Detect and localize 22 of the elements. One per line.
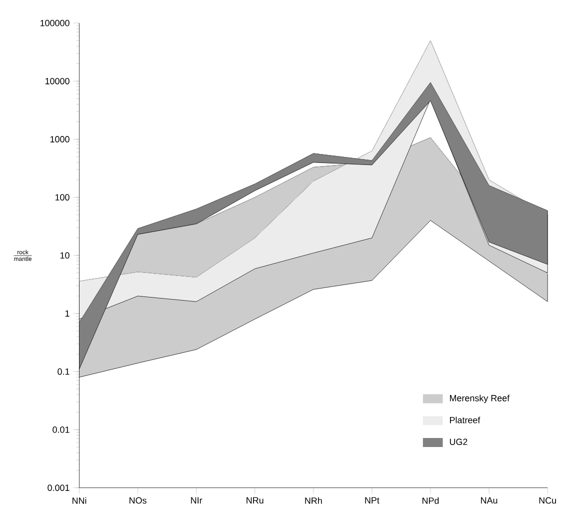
- y-tick-label: 0.001: [48, 484, 70, 491]
- legend-label: UG2: [450, 438, 468, 445]
- x-tick-label: NRh: [305, 497, 322, 504]
- y-tick-label: 100: [55, 194, 70, 200]
- x-tick-label: NPd: [422, 497, 439, 504]
- legend-label: Platreef: [450, 416, 480, 424]
- x-tick-label: NPt: [365, 497, 380, 504]
- x-tick-label: NOs: [130, 497, 146, 504]
- y-tick-label: 10000: [45, 78, 70, 84]
- x-tick-label: NRu: [246, 497, 264, 504]
- y-tick-label: 100000: [40, 20, 70, 26]
- x-tick-label: NIr: [191, 497, 202, 504]
- x-tick-label: NNi: [72, 497, 86, 504]
- x-tick-label: NAu: [481, 497, 498, 504]
- legend-label: Merensky Reef: [450, 394, 510, 403]
- y-tick-label: 0.1: [58, 368, 70, 375]
- y-tick-label: 10: [60, 252, 70, 258]
- y-tick-label: 0.01: [52, 426, 70, 433]
- x-tick-label: NCu: [539, 497, 556, 504]
- y-tick-label: 1: [65, 310, 70, 316]
- y-axis-title: $\frac{\mathrm{rock}}{\mathrm{mantle}}$: [14, 250, 32, 261]
- y-tick-label: 1000: [50, 136, 70, 142]
